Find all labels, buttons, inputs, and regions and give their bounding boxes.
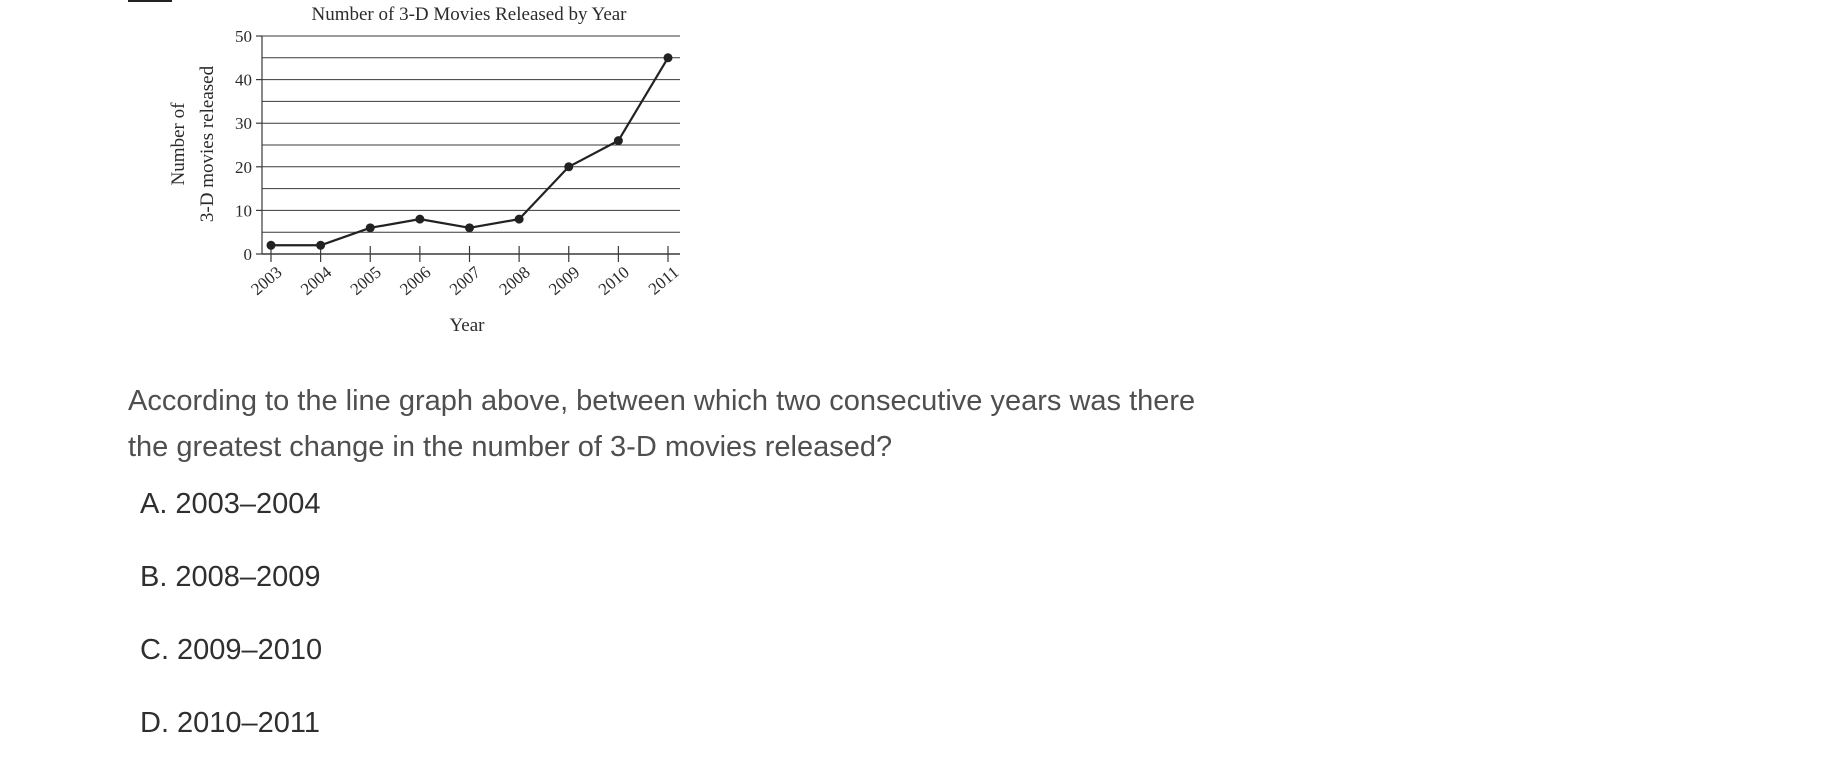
choice-letter: B.: [140, 561, 168, 593]
top-rule: [128, 0, 172, 2]
series-layer: [266, 53, 673, 250]
data-point: [514, 214, 524, 224]
data-point: [365, 223, 375, 233]
chart-svg: Number of 3-D Movies Released by Year 0 1…: [168, 4, 683, 336]
y-tick-label: 50: [235, 27, 252, 46]
data-point: [613, 136, 623, 146]
data-point: [564, 162, 574, 172]
y-tick-label: 30: [235, 114, 252, 133]
data-point: [663, 53, 673, 63]
choice-label: 2003–2004: [175, 488, 321, 520]
choice-label: 2008–2009: [175, 561, 321, 593]
y-axis-label-line2: 3-D movies released: [197, 65, 218, 222]
choice-letter: C.: [140, 634, 169, 666]
x-tick-label: 2003: [247, 263, 285, 299]
series-line: [271, 57, 669, 247]
choice-letter: D.: [140, 707, 169, 739]
y-axis-label-line1: Number of: [168, 102, 189, 186]
data-point: [465, 223, 474, 233]
choice-letter: A.: [140, 488, 168, 520]
x-tick-label: 2006: [396, 263, 434, 299]
x-tick-label: 2005: [347, 263, 385, 299]
choice-b[interactable]: B. 2008–2009: [128, 559, 728, 632]
data-point: [316, 240, 326, 250]
x-tick-label: 2004: [297, 262, 336, 299]
y-tick-label: 0: [244, 245, 253, 264]
choice-a[interactable]: A. 2003–2004: [128, 486, 728, 559]
y-tick-label: 10: [235, 201, 252, 220]
question-text: According to the line graph above, betwe…: [128, 385, 1196, 463]
axis-layer: 0 10 20 30 40 50 2003 2004 2005 2006 2007 2008 2009 2…: [235, 27, 683, 299]
x-tick-label: 2008: [495, 263, 533, 299]
line-chart: Number of 3-D Movies Released by Year 0 1…: [128, 0, 688, 348]
x-tick-label: 2010: [595, 263, 633, 299]
x-tick-label: 2007: [446, 262, 485, 299]
x-tick-label: 2011: [645, 263, 683, 299]
y-tick-label: 20: [235, 158, 252, 177]
data-point: [266, 240, 276, 250]
choice-label: 2010–2011: [177, 707, 321, 739]
y-tick-label: 40: [235, 71, 252, 90]
x-axis-label: Year: [449, 315, 485, 336]
choice-label: 2009–2010: [177, 634, 323, 666]
data-point: [415, 214, 425, 224]
choice-d[interactable]: D. 2010–2011: [128, 705, 728, 778]
grid-layer: [262, 35, 680, 255]
choice-c[interactable]: C. 2009–2010: [128, 632, 728, 705]
answer-choices: A. 2003–2004 B. 2008–2009 C. 2009–2010 D…: [128, 486, 728, 778]
x-tick-label: 2009: [545, 263, 583, 299]
chart-title: Number of 3-D Movies Released by Year: [311, 4, 627, 25]
